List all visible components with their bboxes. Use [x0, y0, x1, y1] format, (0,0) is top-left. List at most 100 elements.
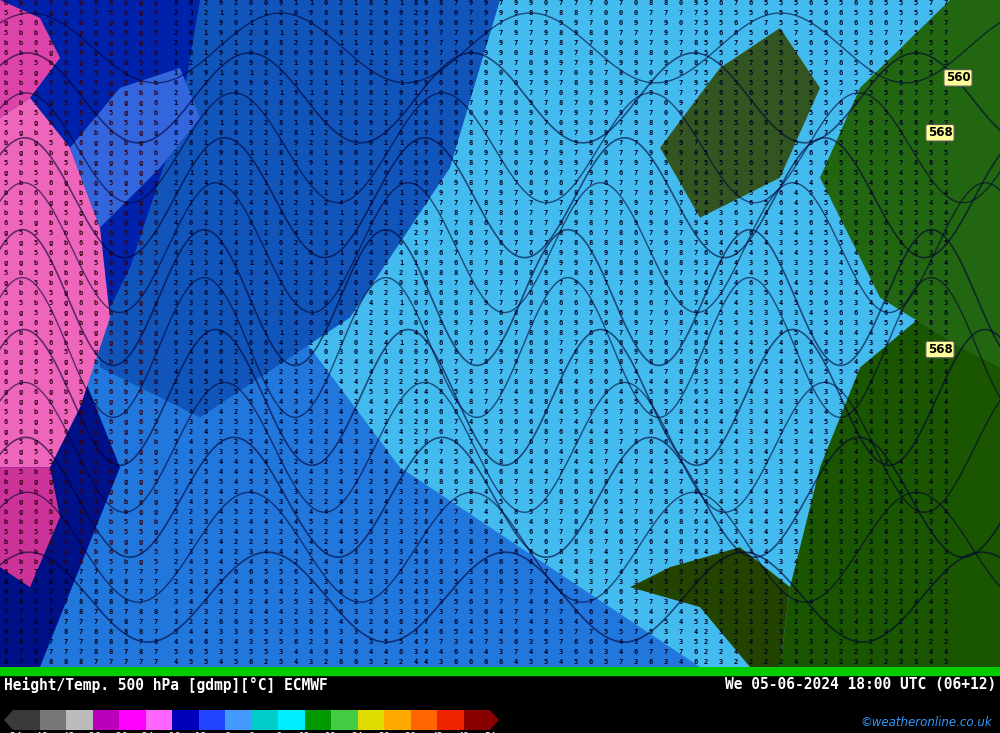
Text: b: b — [79, 499, 83, 505]
Text: 2: 2 — [324, 30, 328, 36]
Text: 7: 7 — [679, 339, 683, 345]
Text: 4: 4 — [604, 559, 608, 565]
Text: 3: 3 — [734, 190, 738, 196]
Text: 3: 3 — [764, 439, 768, 446]
Text: 5: 5 — [839, 350, 843, 356]
Text: 5: 5 — [604, 410, 608, 416]
Text: 9: 9 — [664, 270, 668, 276]
Text: 5: 5 — [19, 229, 23, 236]
Text: 1: 1 — [384, 140, 388, 146]
Text: 6: 6 — [884, 40, 888, 46]
Text: 2: 2 — [234, 309, 238, 315]
Text: 0: 0 — [294, 100, 298, 106]
Text: 8: 8 — [544, 339, 548, 345]
Text: 3: 3 — [779, 559, 783, 565]
Text: 9: 9 — [574, 259, 578, 265]
Text: 8: 8 — [414, 40, 418, 46]
Text: 5: 5 — [794, 130, 798, 136]
Text: g: g — [139, 539, 143, 545]
Text: 7: 7 — [499, 369, 503, 375]
Text: 6: 6 — [764, 40, 768, 46]
Text: 3: 3 — [779, 629, 783, 635]
Text: b: b — [79, 509, 83, 515]
Text: 5: 5 — [869, 70, 873, 76]
Text: b: b — [64, 170, 68, 176]
Text: 9: 9 — [694, 279, 698, 286]
Text: 3: 3 — [944, 350, 948, 356]
Text: 5: 5 — [49, 449, 53, 455]
Text: 0: 0 — [619, 40, 623, 46]
Text: 4: 4 — [484, 410, 488, 416]
Text: 2: 2 — [219, 180, 223, 185]
Text: 1: 1 — [339, 80, 343, 86]
Text: 5: 5 — [704, 20, 708, 26]
Text: 4: 4 — [809, 439, 813, 446]
Text: g: g — [154, 330, 158, 336]
Text: 4: 4 — [174, 659, 178, 665]
Text: 5: 5 — [279, 639, 283, 645]
Text: 6: 6 — [574, 300, 578, 306]
Text: 4: 4 — [264, 380, 268, 386]
Text: 4: 4 — [339, 549, 343, 555]
Text: 5: 5 — [664, 490, 668, 496]
Text: 0: 0 — [339, 330, 343, 336]
Text: 4: 4 — [899, 389, 903, 395]
Text: g: g — [94, 439, 98, 446]
Text: 7: 7 — [154, 619, 158, 625]
Text: 3: 3 — [619, 579, 623, 585]
Text: 3: 3 — [779, 259, 783, 265]
Text: 5: 5 — [204, 410, 208, 416]
Text: b: b — [79, 290, 83, 295]
Text: 9: 9 — [559, 259, 563, 265]
Text: 3: 3 — [824, 589, 828, 595]
Text: 9: 9 — [634, 259, 638, 265]
Text: 4: 4 — [529, 430, 533, 435]
Text: 5: 5 — [899, 130, 903, 136]
Text: 5: 5 — [944, 449, 948, 455]
Text: 4: 4 — [824, 519, 828, 526]
Text: 4: 4 — [854, 380, 858, 386]
Text: 2: 2 — [249, 330, 253, 336]
Text: 0: 0 — [499, 70, 503, 76]
Text: b: b — [94, 300, 98, 306]
Text: 0: 0 — [339, 320, 343, 325]
Text: 2: 2 — [309, 80, 313, 86]
Text: 7: 7 — [469, 350, 473, 356]
Text: 9: 9 — [574, 90, 578, 96]
Text: 3: 3 — [794, 519, 798, 526]
Text: 5: 5 — [94, 449, 98, 455]
Text: 2: 2 — [309, 290, 313, 295]
Text: 5: 5 — [369, 529, 373, 535]
Text: 7: 7 — [529, 309, 533, 315]
Text: 6: 6 — [719, 140, 723, 146]
Text: 7: 7 — [574, 339, 578, 345]
Text: 6: 6 — [929, 160, 933, 166]
Text: 9: 9 — [439, 10, 443, 16]
Text: g: g — [94, 50, 98, 56]
Text: 7: 7 — [34, 579, 38, 585]
Text: 7: 7 — [484, 389, 488, 395]
Text: 5: 5 — [154, 479, 158, 485]
Text: 7: 7 — [649, 229, 653, 236]
Text: 8: 8 — [529, 10, 533, 16]
Text: g: g — [109, 90, 113, 96]
Text: 5: 5 — [634, 399, 638, 405]
Text: 4: 4 — [839, 439, 843, 446]
Text: 2: 2 — [354, 60, 358, 66]
Text: 4: 4 — [384, 449, 388, 455]
Text: 2: 2 — [354, 499, 358, 505]
Text: g: g — [34, 70, 38, 76]
Text: 2: 2 — [414, 619, 418, 625]
Text: 4: 4 — [719, 519, 723, 526]
Text: 3: 3 — [884, 559, 888, 565]
Text: 7: 7 — [559, 589, 563, 595]
Text: 1: 1 — [174, 160, 178, 166]
Text: 3: 3 — [369, 639, 373, 645]
Text: 2: 2 — [249, 279, 253, 286]
Text: 5: 5 — [124, 240, 128, 246]
Text: 5: 5 — [64, 469, 68, 475]
Text: 0: 0 — [514, 100, 518, 106]
Polygon shape — [250, 0, 1000, 667]
Text: 4: 4 — [764, 549, 768, 555]
Text: 9: 9 — [589, 150, 593, 156]
